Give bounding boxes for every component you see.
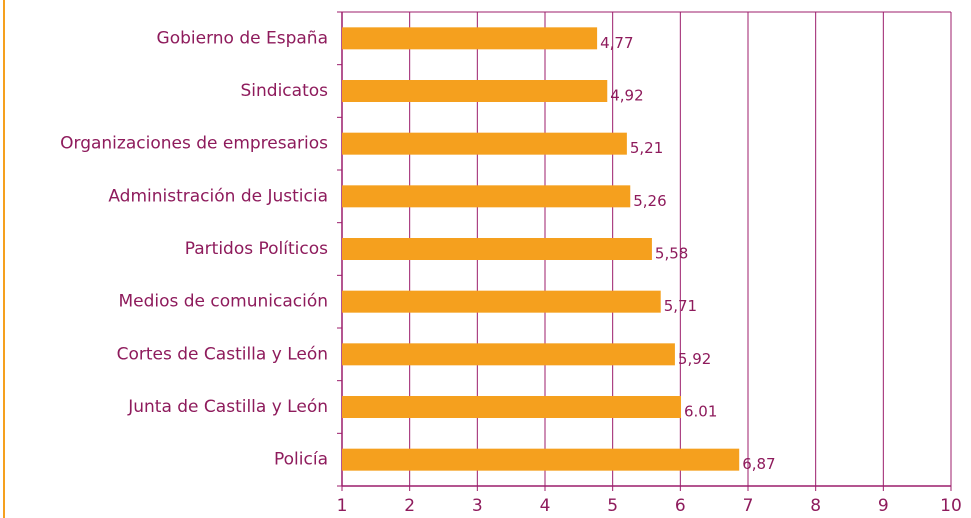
- x-tick-label: 4: [540, 496, 551, 516]
- value-label: 6.01: [684, 403, 717, 421]
- y-tick-label: Gobierno de España: [157, 28, 328, 48]
- x-tick-label: 6: [675, 496, 686, 516]
- y-tick-label: Cortes de Castilla y León: [117, 344, 328, 364]
- value-label: 4,77: [600, 34, 633, 52]
- value-label: 4,92: [610, 87, 643, 105]
- y-tick-label: Sindicatos: [241, 81, 329, 101]
- bar: [342, 80, 608, 102]
- value-label: 5,92: [678, 350, 711, 368]
- y-tick-label: Junta de Castilla y León: [127, 397, 328, 417]
- value-label: 5,58: [655, 245, 688, 263]
- x-tick-label: 5: [607, 496, 618, 516]
- value-label: 5,21: [630, 139, 663, 157]
- bar: [342, 27, 598, 50]
- bar: [342, 396, 682, 418]
- bar: [342, 290, 661, 313]
- x-tick-label: 3: [472, 496, 483, 516]
- bar: [342, 448, 740, 471]
- bar: [342, 238, 652, 260]
- y-tick-label: Partidos Políticos: [185, 239, 328, 259]
- y-tick-label: Organizaciones de empresarios: [60, 134, 328, 154]
- value-label: 6,87: [742, 455, 775, 473]
- value-label: 5,26: [633, 192, 666, 210]
- x-tick-label: 10: [940, 496, 962, 516]
- x-tick-label: 1: [337, 496, 348, 516]
- y-tick-label: Administración de Justicia: [108, 186, 328, 206]
- x-tick-label: 2: [404, 496, 415, 516]
- bar: [342, 343, 675, 366]
- y-tick-label: Medios de comunicación: [118, 292, 328, 312]
- x-tick-label: 8: [810, 496, 821, 516]
- x-tick-label: 9: [878, 496, 889, 516]
- x-tick-label: 7: [743, 496, 754, 516]
- bar: [342, 185, 631, 208]
- value-label: 5,71: [664, 297, 697, 315]
- y-tick-label: Policía: [274, 450, 328, 470]
- bar: [342, 132, 627, 155]
